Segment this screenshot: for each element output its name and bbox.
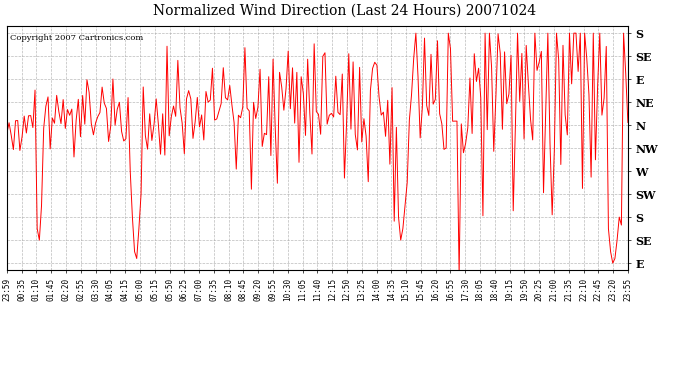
- Text: Normalized Wind Direction (Last 24 Hours) 20071024: Normalized Wind Direction (Last 24 Hours…: [153, 4, 537, 18]
- Text: Copyright 2007 Cartronics.com: Copyright 2007 Cartronics.com: [10, 34, 144, 42]
